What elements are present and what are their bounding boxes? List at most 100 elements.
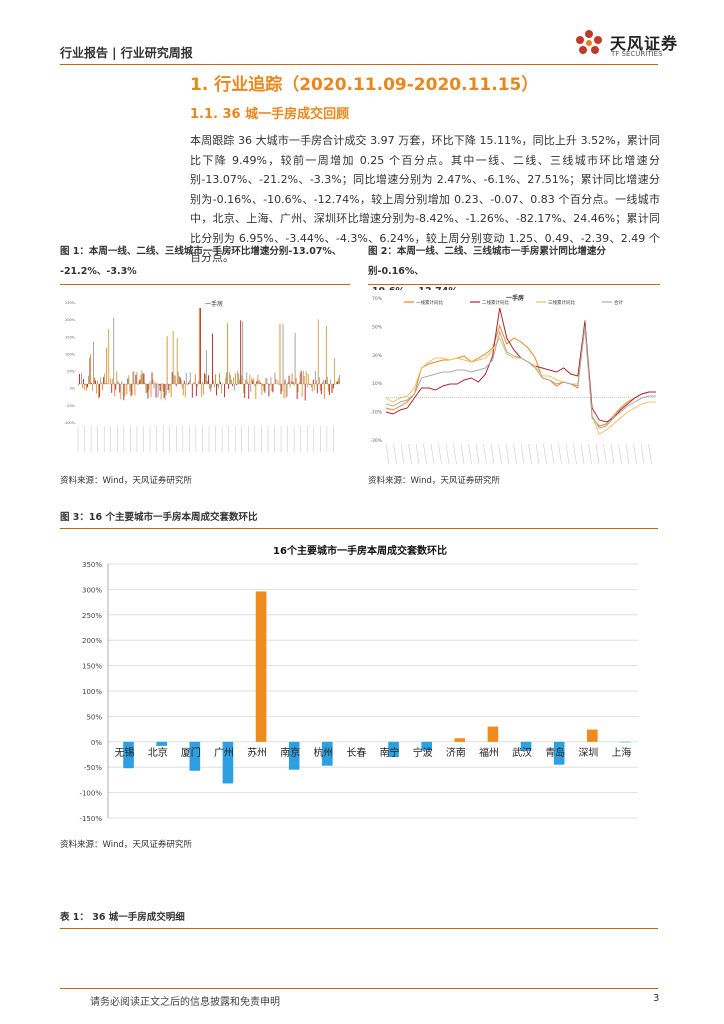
series-bar <box>231 379 233 384</box>
series-bar <box>165 384 167 396</box>
x-tick <box>513 443 517 465</box>
y-tick-label: 150% <box>65 335 76 339</box>
series-bar <box>247 381 249 384</box>
series-bar <box>308 384 310 385</box>
x-tick <box>543 443 547 465</box>
x-tick <box>430 443 435 465</box>
series-bar <box>102 384 104 391</box>
figure1-legend-title: 一手房 <box>205 300 223 308</box>
series-bar <box>146 384 148 393</box>
series-bar <box>106 347 108 384</box>
bar-无锡 <box>123 741 134 769</box>
table1-caption: 表 1： 36 城一手房成交明细 <box>60 912 185 923</box>
series-bar <box>289 384 291 388</box>
series-bar <box>330 384 332 394</box>
y-tick-label: 50% <box>86 713 102 721</box>
series-bar <box>274 372 276 384</box>
series-bar <box>256 381 258 384</box>
series-bar <box>275 379 277 384</box>
series-bar <box>255 384 257 399</box>
figure1-caption: 图 1：本周一线、二线、三线城市一手房环比增速分别-13.07%、 -21.2%… <box>60 242 350 282</box>
series-bar <box>305 371 307 384</box>
y-tick-label: 70% <box>372 296 383 302</box>
series-bar <box>241 375 243 384</box>
y-tick-label: -50% <box>66 404 76 408</box>
series-bar <box>83 379 84 384</box>
series-bar <box>221 384 222 394</box>
series-bar <box>230 375 232 384</box>
x-tick <box>468 443 472 465</box>
x-tick <box>603 443 607 465</box>
series-bar <box>280 384 282 395</box>
y-tick-label: -50% <box>84 764 102 772</box>
series-bar <box>327 384 329 392</box>
series-bar <box>134 384 136 396</box>
series-bar <box>184 384 186 398</box>
y-tick-label: 250% <box>65 301 76 305</box>
series-bar <box>242 321 244 384</box>
category-label: 厦门 <box>181 746 201 759</box>
series-bar <box>195 384 197 397</box>
series-bar <box>314 370 316 384</box>
category-label: 南宁 <box>380 746 400 759</box>
series-bar <box>93 341 95 384</box>
x-tick <box>415 443 420 465</box>
y-tick-label: 0% <box>69 387 75 391</box>
series-bar <box>185 373 187 384</box>
category-label: 武汉 <box>512 746 532 759</box>
series-bar <box>214 384 215 388</box>
series-bar <box>147 384 149 399</box>
series-bar <box>283 384 285 399</box>
series-bar <box>157 384 159 398</box>
series-bar <box>302 370 304 384</box>
bar-广州 <box>222 741 234 784</box>
series-bar <box>132 371 134 384</box>
series-bar <box>164 384 166 401</box>
category-label: 上海 <box>611 746 631 759</box>
series-bar <box>104 373 106 384</box>
series-bar <box>95 380 97 384</box>
series-bar <box>334 384 336 385</box>
series-bar <box>112 378 114 384</box>
y-tick-label: -10% <box>370 410 382 416</box>
logo-text-en: TF SECURITIES <box>611 50 663 58</box>
series-bar <box>92 384 94 391</box>
series-bar <box>180 379 182 384</box>
series-bar <box>189 372 191 384</box>
figure1-chart: 一手房 250% 200% 150% 100% 50% 0% -50% -100% <box>60 292 350 464</box>
series-bar <box>300 370 302 384</box>
series-bar <box>162 384 164 392</box>
series-bar <box>115 384 117 390</box>
series-bar <box>79 373 80 384</box>
y-tick-label: 200% <box>65 318 76 322</box>
series-bar <box>133 371 135 384</box>
series-bar <box>114 384 116 397</box>
footer-divider <box>60 988 658 989</box>
series-bar <box>204 374 206 384</box>
series-bar <box>295 377 297 384</box>
page-number: 3 <box>653 993 660 1004</box>
series-bar <box>166 336 168 384</box>
logo-text-cn: 天风证券 <box>610 34 679 53</box>
series-bar <box>175 384 177 387</box>
figure2-chart: 一手房 一线累计同比 二线累计同比 三线累计同比 合计 70% 50% 30% 10% -10… <box>366 290 660 468</box>
bar-厦门 <box>189 741 201 771</box>
series-bar <box>266 378 268 384</box>
series-bar <box>277 380 279 384</box>
series-bar <box>198 308 200 384</box>
series-bar <box>123 384 125 401</box>
series-bar <box>153 384 155 389</box>
series-bar <box>254 384 256 387</box>
series-bar <box>261 384 263 396</box>
series-bar <box>151 372 153 384</box>
bar-宁波 <box>421 741 432 751</box>
series-bar <box>220 381 221 384</box>
series-bar <box>251 377 253 384</box>
y-tick-label: 100% <box>82 688 102 696</box>
series-bar <box>149 381 151 384</box>
table1-rule <box>60 928 658 929</box>
series-bar <box>331 384 333 393</box>
series-bar <box>218 384 219 389</box>
series-bar <box>281 384 283 392</box>
series-bar <box>286 384 288 397</box>
